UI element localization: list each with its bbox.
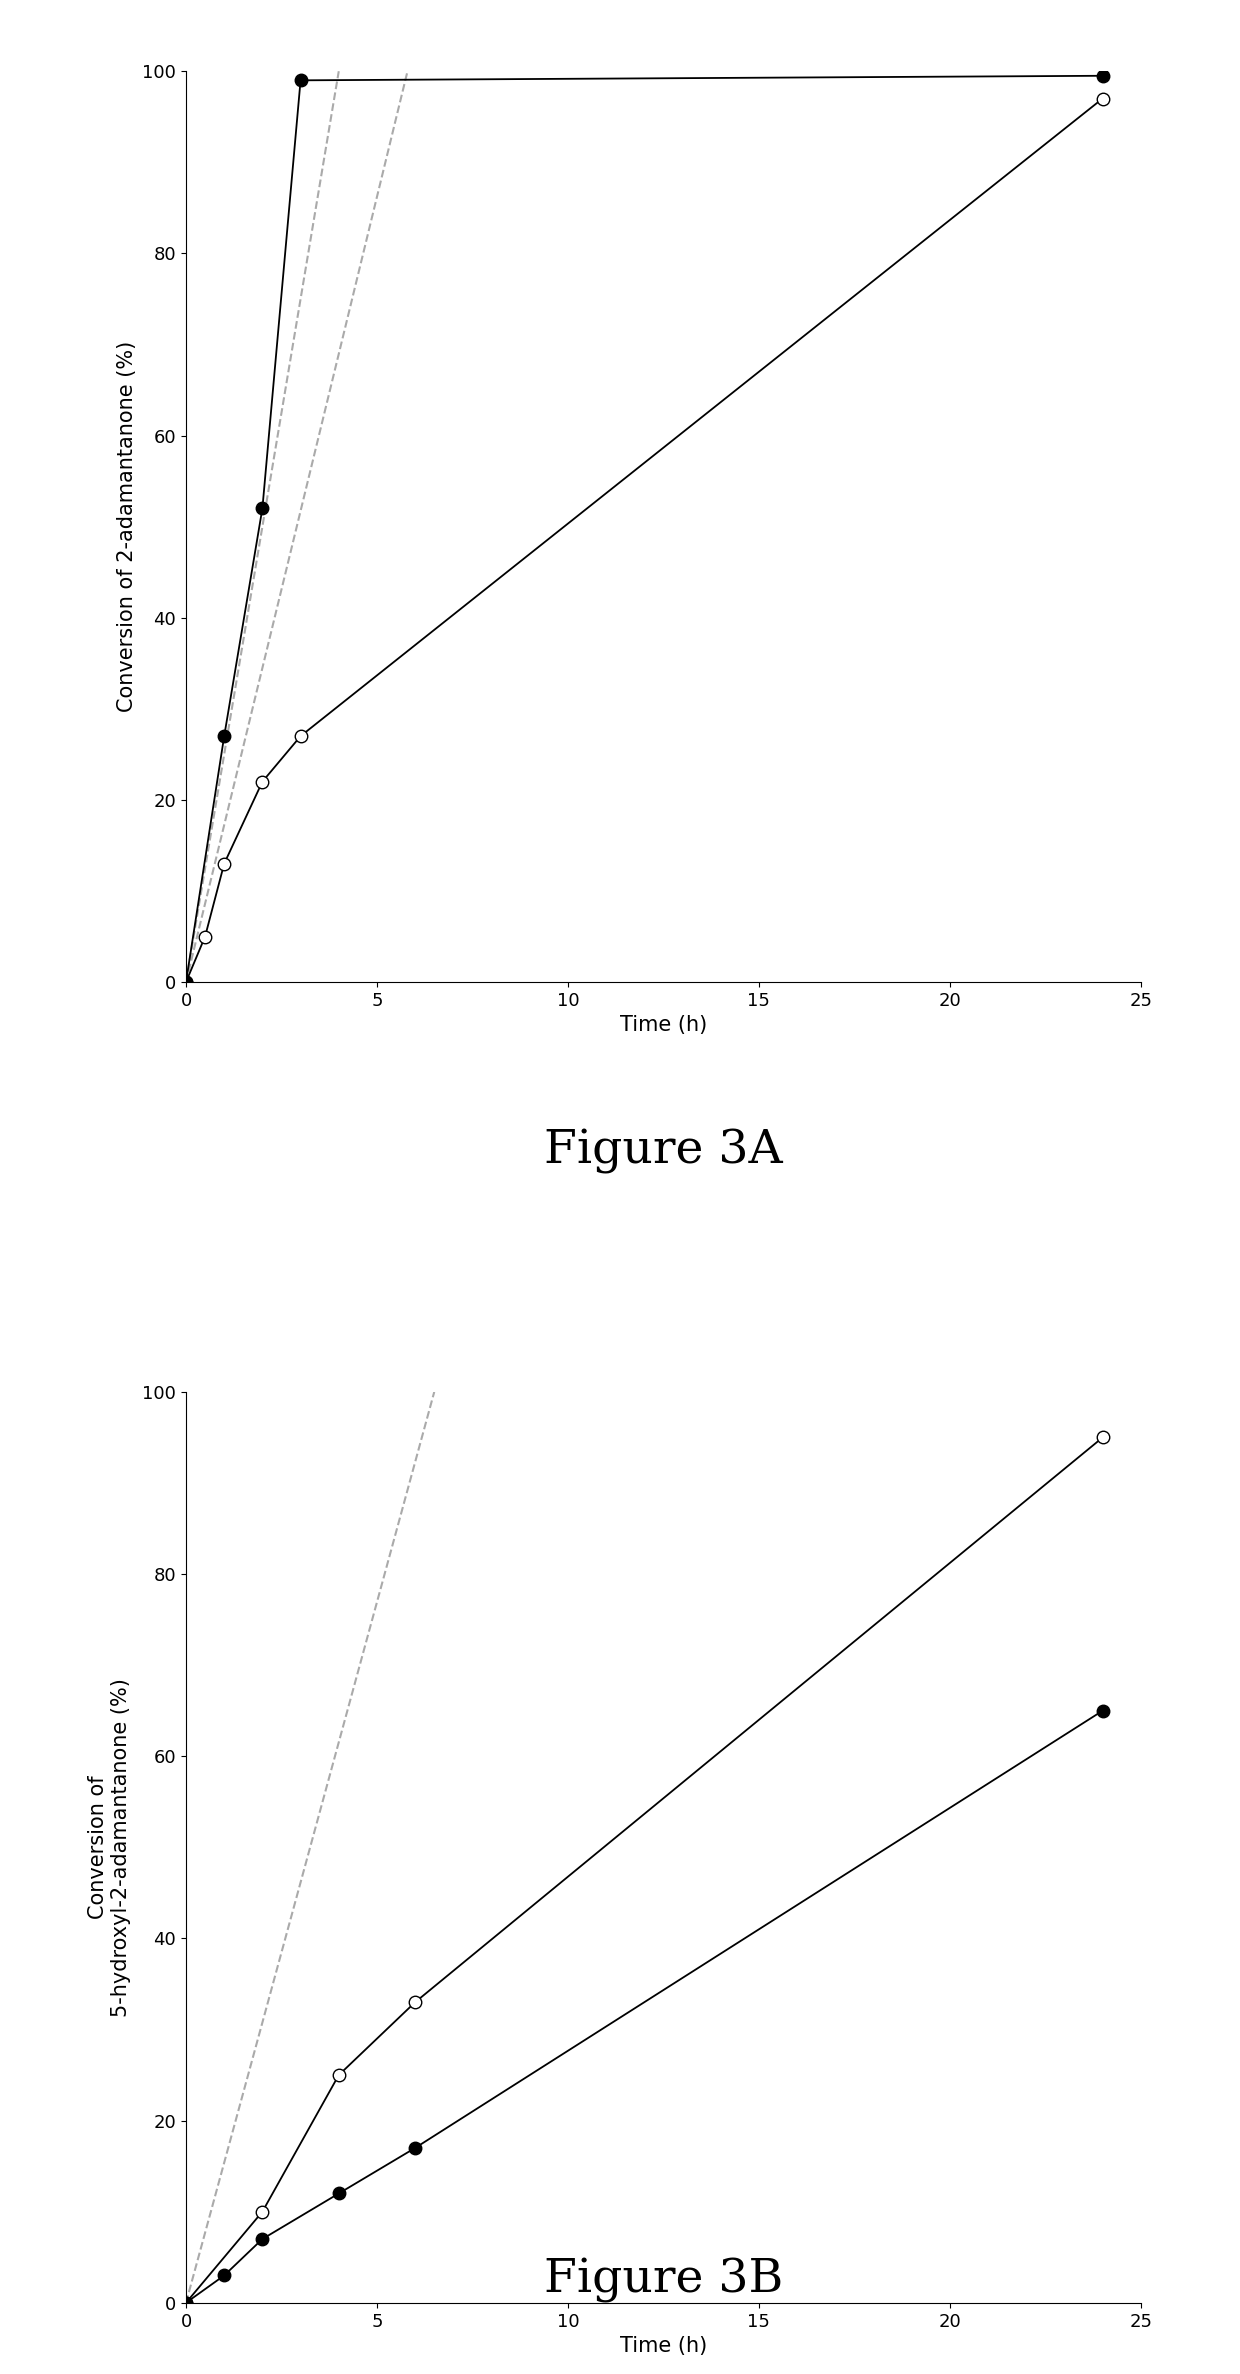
Y-axis label: Conversion of 2-adamantanone (%): Conversion of 2-adamantanone (%): [117, 342, 136, 712]
Text: Figure 3B: Figure 3B: [544, 2258, 782, 2303]
X-axis label: Time (h): Time (h): [620, 1016, 707, 1035]
Text: Figure 3A: Figure 3A: [544, 1128, 782, 1175]
X-axis label: Time (h): Time (h): [620, 2336, 707, 2355]
Y-axis label: Conversion of
5-hydroxyl-2-adamantanone (%): Conversion of 5-hydroxyl-2-adamantanone …: [88, 1678, 131, 2018]
